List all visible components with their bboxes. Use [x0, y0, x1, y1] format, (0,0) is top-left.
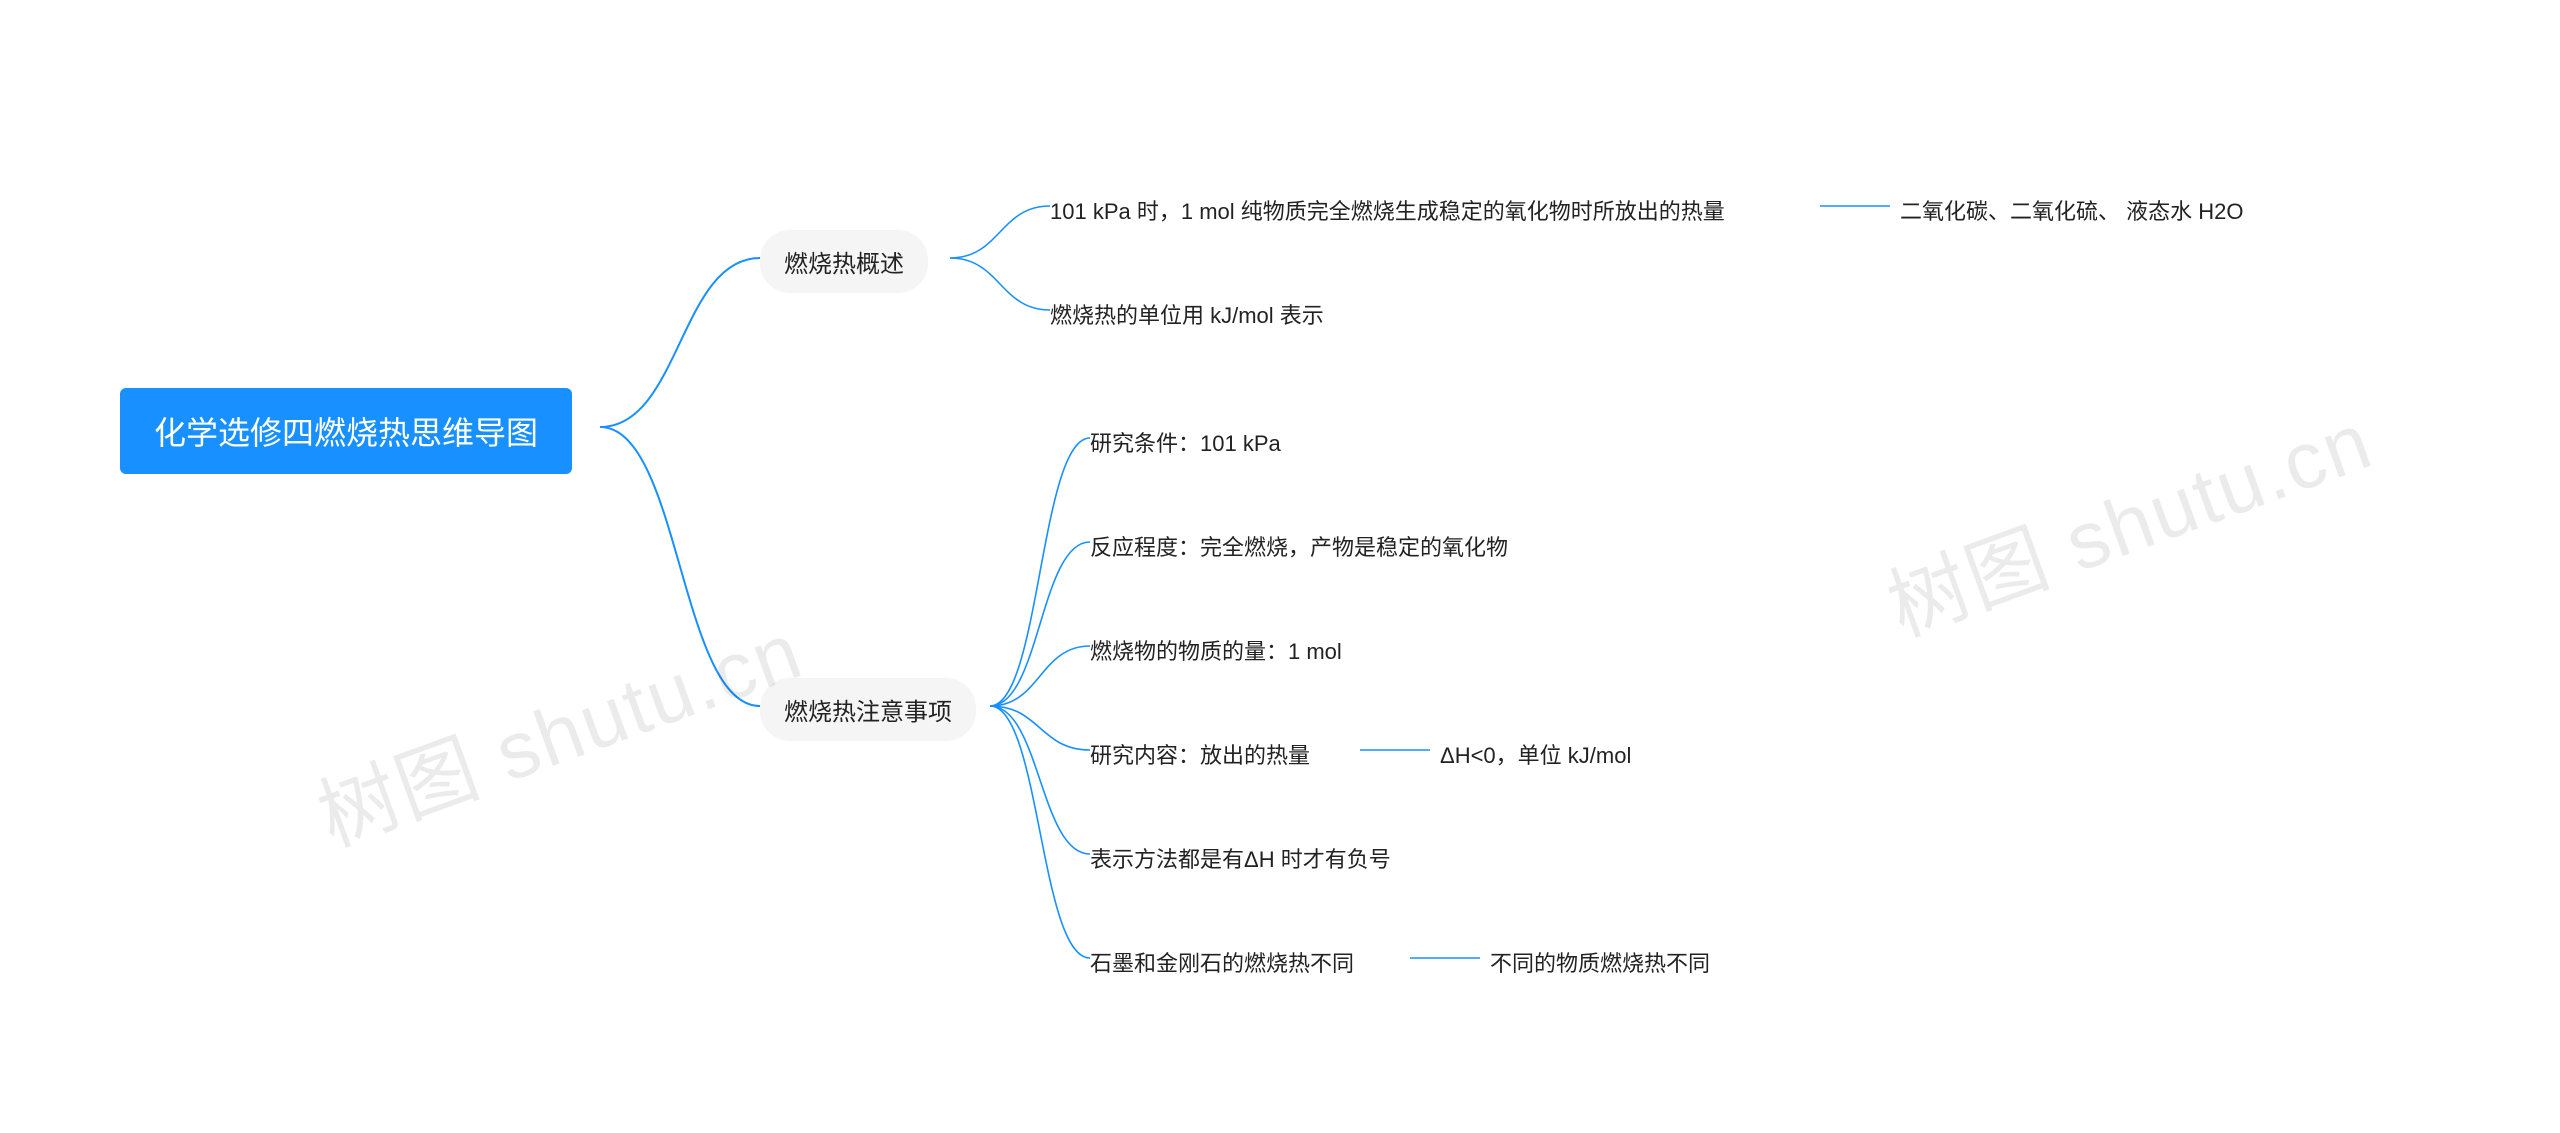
leaf-node[interactable]: 燃烧物的物质的量：1 mol — [1090, 628, 1342, 672]
leaf-node[interactable]: ΔH<0，单位 kJ/mol — [1440, 732, 1631, 776]
leaf-node[interactable]: 二氧化碳、二氧化硫、 液态水 H2O — [1900, 188, 2243, 232]
leaf-node[interactable]: 不同的物质燃烧热不同 — [1490, 940, 1710, 984]
leaf-node[interactable]: 石墨和金刚石的燃烧热不同 — [1090, 940, 1354, 984]
leaf-node[interactable]: 表示方法都是有ΔH 时才有负号 — [1090, 836, 1391, 880]
leaf-node[interactable]: 燃烧热的单位用 kJ/mol 表示 — [1050, 292, 1324, 336]
root-node[interactable]: 化学选修四燃烧热思维导图 — [120, 388, 572, 474]
branch-node-notes[interactable]: 燃烧热注意事项 — [760, 678, 976, 741]
leaf-node[interactable]: 研究条件：101 kPa — [1090, 420, 1281, 464]
leaf-node[interactable]: 反应程度：完全燃烧，产物是稳定的氧化物 — [1090, 524, 1508, 568]
leaf-node[interactable]: 101 kPa 时，1 mol 纯物质完全燃烧生成稳定的氧化物时所放出的热量 — [1050, 188, 1725, 232]
leaf-node[interactable]: 研究内容：放出的热量 — [1090, 732, 1310, 776]
branch-node-overview[interactable]: 燃烧热概述 — [760, 230, 928, 293]
